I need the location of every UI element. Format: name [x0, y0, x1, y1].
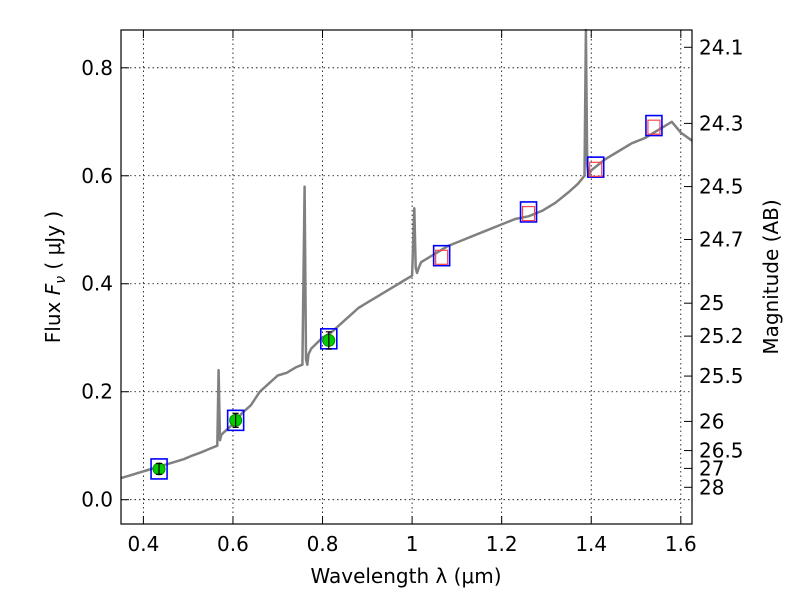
x-tick-label: 0.4 — [127, 532, 159, 556]
x-tick-label: 1.6 — [665, 532, 697, 556]
points-layer — [150, 114, 663, 480]
y-axis-label-unit: ( μJy ) — [41, 211, 65, 276]
y-axis-label-prefix: Flux — [41, 295, 65, 343]
y-tick-label: 0.0 — [81, 488, 113, 512]
x-axis-label: Wavelength λ (μm) — [310, 564, 501, 588]
y-axis-label-subscript: ν — [53, 276, 69, 284]
x-tick-label: 1.2 — [486, 532, 518, 556]
y-tick-label: 0.8 — [81, 56, 113, 80]
x-tick-label: 1.4 — [575, 532, 607, 556]
model-photometry-square — [645, 114, 663, 137]
model-photometry-inner-square — [589, 161, 603, 177]
right-tick-label: 27 — [699, 456, 724, 480]
axis-labels: Wavelength λ (μm) Flux Fν ( μJy ) Magnit… — [41, 199, 783, 588]
model-photometry-square — [586, 156, 605, 178]
right-tick-label: 25.2 — [699, 324, 744, 348]
y-axis-label: Flux Fν ( μJy ) — [41, 211, 69, 343]
right-axis-label: Magnitude (AB) — [759, 199, 783, 354]
right-tick-label: 24.5 — [699, 175, 744, 199]
x-tick-label: 0.6 — [217, 532, 249, 556]
right-tick-label: 26.5 — [699, 439, 744, 463]
right-tick-label: 24.1 — [699, 35, 744, 59]
y-tick-label: 0.2 — [81, 380, 113, 404]
model-photometry-inner-square — [521, 205, 536, 222]
right-tick-label: 25.5 — [699, 364, 744, 388]
y-tick-label: 0.6 — [81, 164, 113, 188]
right-tick-label: 28 — [699, 475, 724, 499]
right-tick-label: 25 — [699, 291, 724, 315]
model-photometry-inner-square — [435, 249, 449, 265]
ticks: 0.4 0.6 0.8 1 1.2 1.4 1.6 0.0 0.2 0.4 0.6 0.8 24.1 24… — [81, 30, 744, 556]
plot-frame — [120, 29, 693, 525]
right-tick-label: 24.7 — [699, 227, 744, 251]
spectrum-line — [120, 28, 693, 480]
model-photometry-square — [150, 458, 168, 480]
model-photometry-square — [519, 201, 538, 223]
y-tick-label: 0.4 — [81, 272, 113, 296]
x-tick-label: 0.8 — [307, 532, 339, 556]
x-tick-label: 1 — [406, 532, 419, 556]
right-tick-label: 26 — [699, 409, 724, 433]
model-photometry-square — [432, 244, 451, 267]
grid — [121, 30, 692, 524]
model-photometry-square — [226, 409, 245, 432]
series-layer — [120, 28, 693, 480]
y-axis-label-symbol: F — [41, 283, 65, 295]
model-photometry-inner-square — [647, 119, 661, 135]
right-tick-label: 24.3 — [699, 111, 744, 135]
